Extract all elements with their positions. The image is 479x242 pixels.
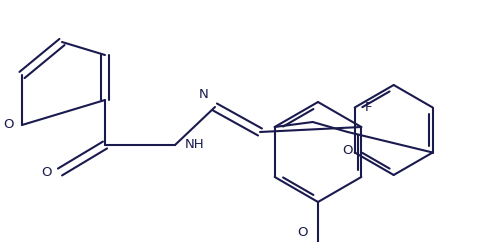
Text: O: O — [297, 226, 308, 239]
Text: N: N — [199, 88, 209, 101]
Text: O: O — [3, 119, 14, 131]
Text: F: F — [365, 101, 372, 114]
Text: O: O — [42, 166, 52, 179]
Text: O: O — [342, 144, 353, 157]
Text: NH: NH — [185, 138, 205, 151]
